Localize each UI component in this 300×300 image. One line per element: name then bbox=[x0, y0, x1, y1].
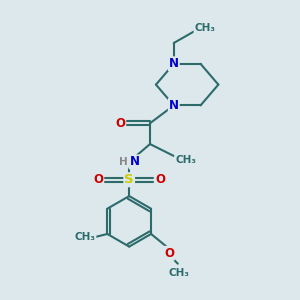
Text: O: O bbox=[115, 117, 125, 130]
Text: N: N bbox=[130, 155, 140, 168]
Text: S: S bbox=[124, 173, 134, 186]
Text: N: N bbox=[169, 57, 179, 70]
Text: O: O bbox=[93, 173, 103, 186]
Text: O: O bbox=[155, 173, 165, 186]
Text: CH₃: CH₃ bbox=[175, 155, 196, 165]
Text: CH₃: CH₃ bbox=[169, 268, 190, 278]
Text: O: O bbox=[164, 247, 174, 260]
Text: CH₃: CH₃ bbox=[194, 23, 215, 33]
Text: H: H bbox=[119, 157, 128, 167]
Text: N: N bbox=[169, 99, 179, 112]
Text: CH₃: CH₃ bbox=[74, 232, 95, 242]
